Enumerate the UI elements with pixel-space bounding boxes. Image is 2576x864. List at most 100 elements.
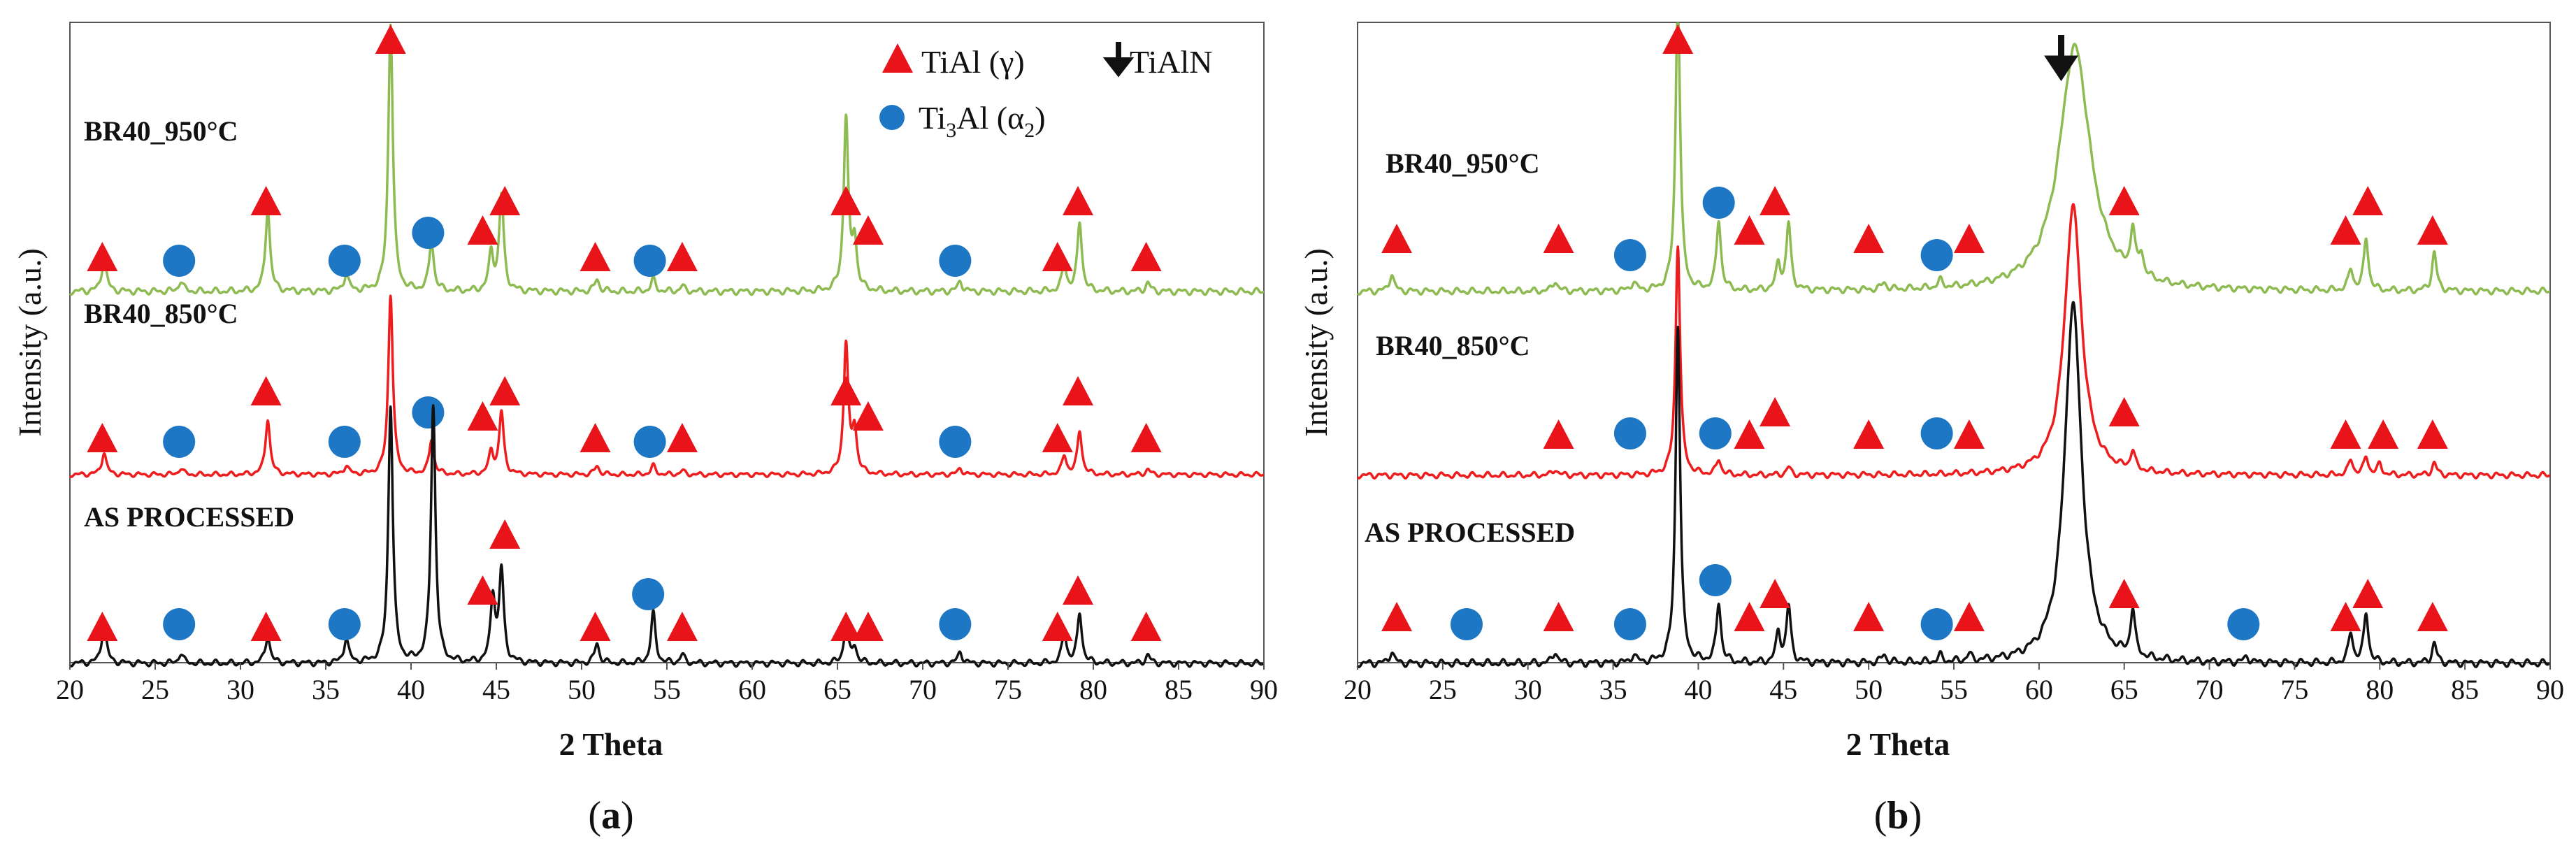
- tial-gamma-marker: [2330, 419, 2361, 449]
- ti3al-alpha2-marker: [1699, 417, 1732, 449]
- x-tick-label: 30: [1514, 674, 1542, 705]
- x-tick-label: 80: [2366, 674, 2394, 705]
- x-tick-label: 25: [1429, 674, 1457, 705]
- tial-gamma-marker: [830, 376, 862, 405]
- tial-gamma-marker: [1853, 419, 1885, 449]
- x-axis-label: 2 Theta: [1846, 726, 1950, 762]
- tial-gamma-marker: [666, 423, 698, 452]
- tial-gamma-marker: [1953, 224, 1985, 253]
- tial-gamma-marker: [852, 612, 884, 641]
- legend-tial-label: TiAl (γ): [921, 44, 1025, 80]
- x-tick-label: 55: [1940, 674, 1968, 705]
- tial-gamma-marker: [1063, 186, 1094, 215]
- tial-gamma-marker: [1130, 423, 1162, 452]
- panel-letter: (b): [1874, 794, 1922, 837]
- tial-gamma-marker: [852, 401, 884, 431]
- series-line-0: [1356, 22, 2552, 296]
- y-axis-label: Intensity (a.u.): [1298, 248, 1334, 437]
- tial-gamma-marker: [250, 186, 282, 215]
- series-label-1: BR40_850°C: [84, 298, 238, 329]
- tial-gamma-marker: [1543, 419, 1574, 449]
- x-tick-label: 30: [226, 674, 254, 705]
- ti3al-alpha2-marker: [1920, 239, 1953, 271]
- tial-gamma-marker: [666, 242, 698, 271]
- x-tick-label: 70: [2196, 674, 2224, 705]
- tial-gamma-marker: [489, 376, 521, 405]
- tial-gamma-marker: [2330, 602, 2361, 631]
- x-tick-label: 45: [1769, 674, 1797, 705]
- tial-gamma-marker: [852, 215, 884, 245]
- panel-letter: (a): [588, 794, 633, 837]
- x-tick-label: 20: [1344, 674, 1372, 705]
- tial-gamma-marker: [830, 186, 862, 215]
- x-tick-label: 50: [1855, 674, 1883, 705]
- tial-gamma-marker: [1953, 602, 1985, 631]
- series-label-2: AS PROCESSED: [1365, 517, 1575, 548]
- ti3al-alpha2-marker: [1699, 564, 1732, 596]
- tial-gamma-marker: [2368, 419, 2399, 449]
- x-tick-label: 90: [2536, 674, 2564, 705]
- ti3al-alpha2-marker: [1613, 608, 1646, 640]
- tial-gamma-marker: [1760, 397, 1791, 426]
- series-label-0: BR40_950°C: [84, 115, 238, 147]
- tial-gamma-marker: [467, 575, 498, 605]
- tial-gamma-marker: [250, 612, 282, 641]
- y-axis-label: Intensity (a.u.): [12, 248, 48, 437]
- x-tick-label: 40: [397, 674, 425, 705]
- ti3al-alpha2-marker: [1920, 417, 1953, 449]
- ti3al-alpha2-marker: [939, 245, 972, 277]
- x-tick-label: 35: [1599, 674, 1627, 705]
- x-tick-label: 75: [2280, 674, 2308, 705]
- series-line-1: [1356, 203, 2552, 480]
- tial-gamma-marker: [2108, 579, 2140, 608]
- ti3al-alpha2-marker: [1613, 417, 1646, 449]
- x-tick-label: 90: [1250, 674, 1278, 705]
- ti3al-alpha2-marker: [328, 426, 361, 458]
- ti3al-alpha2-marker: [163, 245, 196, 277]
- tial-gamma-marker: [1063, 376, 1094, 405]
- tial-gamma-marker: [250, 376, 282, 405]
- ti3al-alpha2-marker: [633, 245, 666, 277]
- series-line-2: [69, 404, 1265, 668]
- series-label-1: BR40_850°C: [1376, 330, 1530, 361]
- ti3al-alpha2-marker: [412, 217, 445, 249]
- tial-gamma-marker: [1063, 575, 1094, 605]
- ti3al-alpha2-marker: [2227, 608, 2260, 640]
- tial-gamma-marker: [1662, 24, 1694, 54]
- x-tick-label: 85: [2451, 674, 2479, 705]
- ti3al-alpha2-marker: [328, 245, 361, 277]
- tial-gamma-marker: [1042, 242, 1073, 271]
- tial-gamma-marker: [1953, 419, 1985, 449]
- x-tick-label: 40: [1684, 674, 1712, 705]
- legend: TiAl (γ) TiAlN Ti3Al (α2): [879, 42, 1212, 142]
- x-tick-label: 25: [141, 674, 169, 705]
- x-tick-label: 85: [1165, 674, 1193, 705]
- x-tick-label: 65: [2110, 674, 2138, 705]
- tial-gamma-marker: [2352, 579, 2384, 608]
- series-line-0: [69, 23, 1265, 296]
- tialn-arrow-down-icon: [2044, 35, 2078, 82]
- tial-gamma-marker: [2417, 215, 2448, 245]
- tial-gamma-marker: [1130, 242, 1162, 271]
- ti3al-alpha2-marker: [1450, 608, 1483, 640]
- tial-gamma-marker: [2108, 186, 2140, 215]
- plot-frame: [69, 22, 1265, 663]
- ti3al-alpha2-marker: [328, 608, 361, 640]
- x-tick-label: 70: [909, 674, 937, 705]
- tial-gamma-marker: [489, 186, 521, 215]
- series-line-1: [69, 294, 1265, 479]
- legend-tialn-label: TiAlN: [1130, 44, 1212, 80]
- x-tick-label: 55: [653, 674, 681, 705]
- ti3al-alpha2-marker: [163, 608, 196, 640]
- legend-ti3al-label: Ti3Al (α2): [919, 100, 1046, 142]
- tial-gamma-marker: [1734, 602, 1765, 631]
- ti3al-alpha2-marker: [163, 426, 196, 458]
- plot-frame: [1357, 22, 2551, 663]
- tial-gamma-marker: [1760, 579, 1791, 608]
- panel-b: BR40_950°C BR40_850°C AS PROCESSED 20 25 30 35…: [1298, 22, 2564, 837]
- tial-gamma-marker: [489, 519, 521, 549]
- tial-gamma-marker: [87, 612, 118, 641]
- tial-gamma-marker: [2417, 602, 2448, 631]
- ti3al-alpha2-marker: [1613, 239, 1646, 271]
